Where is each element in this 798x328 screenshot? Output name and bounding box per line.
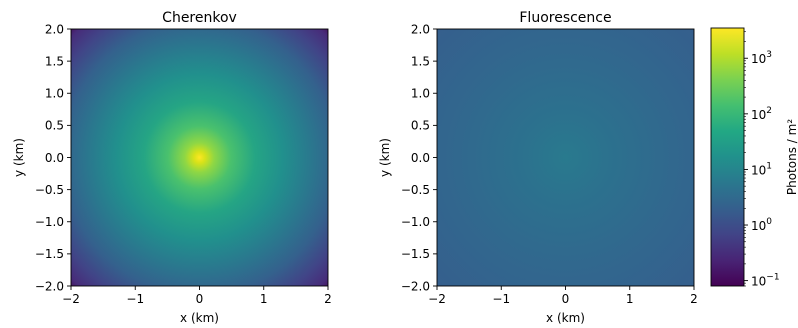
colorbar-frame bbox=[710, 27, 745, 287]
fluorescence-y-tick-label: 2.0 bbox=[411, 22, 430, 36]
fluorescence-x-tick-label: 0 bbox=[562, 292, 570, 306]
cherenkov-x-tick-label: −1 bbox=[126, 292, 144, 306]
cherenkov-y-tick-label: 0.5 bbox=[45, 119, 64, 133]
colorbar-ticks: 10−1 100 101 102 103 bbox=[744, 31, 780, 289]
cherenkov-x-ticks: −2 −1 0 1 2 bbox=[62, 286, 332, 306]
fluorescence-panel: Fluorescence x (km) y (km) −2 −1 0 1 2 2.0 1.… bbox=[378, 10, 698, 325]
colorbar-label-text: Photons / m² bbox=[785, 119, 798, 195]
fluorescence-y-tick-label: 1.0 bbox=[411, 87, 430, 101]
cherenkov-y-tick-label: −2.0 bbox=[35, 279, 64, 293]
cherenkov-y-tick-label: 2.0 bbox=[45, 22, 64, 36]
fluorescence-y-tick-label: −1.5 bbox=[401, 247, 430, 261]
cherenkov-xlabel: x (km) bbox=[180, 311, 219, 325]
fluorescence-y-tick-label: −0.5 bbox=[401, 183, 430, 197]
fluorescence-xlabel: x (km) bbox=[546, 311, 585, 325]
fluorescence-x-tick-label: −1 bbox=[492, 292, 510, 306]
cherenkov-heatmap bbox=[71, 29, 328, 286]
fluorescence-x-tick-label: −2 bbox=[428, 292, 446, 306]
cherenkov-x-tick-label: −2 bbox=[62, 292, 80, 306]
colorbar-tick-label: 10−1 bbox=[751, 273, 780, 289]
cherenkov-y-tick-label: −1.0 bbox=[35, 215, 64, 229]
fluorescence-x-tick-label: 1 bbox=[626, 292, 634, 306]
colorbar-tick-label: 100 bbox=[751, 217, 772, 233]
cherenkov-panel: Cherenkov x (km) y (km) −2 −1 0 1 2 2.0 1.5 1.… bbox=[12, 10, 332, 325]
colorbar: 10−1 100 101 102 103 Photons / m² bbox=[710, 27, 798, 289]
colorbar-tick-label: 101 bbox=[751, 161, 772, 177]
cherenkov-x-tick-label: 1 bbox=[260, 292, 268, 306]
fluorescence-y-ticks: 2.0 1.5 1.0 0.5 0.0 −0.5 −1.0 −1.5 −2.0 bbox=[401, 22, 437, 293]
cherenkov-ylabel: y (km) bbox=[12, 138, 26, 177]
fluorescence-x-tick-label: 2 bbox=[690, 292, 698, 306]
fluorescence-title: Fluorescence bbox=[519, 10, 611, 26]
cherenkov-y-tick-label: −0.5 bbox=[35, 183, 64, 197]
cherenkov-x-tick-label: 2 bbox=[324, 292, 332, 306]
cherenkov-y-tick-label: 1.5 bbox=[45, 54, 64, 68]
colorbar-label: Photons / m² bbox=[785, 119, 798, 195]
fluorescence-y-tick-label: 0.5 bbox=[411, 119, 430, 133]
cherenkov-y-tick-label: 0.0 bbox=[45, 151, 64, 165]
fluorescence-ylabel: y (km) bbox=[378, 138, 392, 177]
cherenkov-title: Cherenkov bbox=[162, 10, 237, 26]
fluorescence-y-tick-label: 1.5 bbox=[411, 54, 430, 68]
colorbar-tick-label: 102 bbox=[751, 106, 772, 122]
colorbar-gradient bbox=[711, 28, 744, 286]
colorbar-tick-label: 103 bbox=[751, 50, 772, 66]
fluorescence-y-tick-label: 0.0 bbox=[411, 151, 430, 165]
fluorescence-heatmap bbox=[437, 29, 694, 286]
cherenkov-y-ticks: 2.0 1.5 1.0 0.5 0.0 −0.5 −1.0 −1.5 −2.0 bbox=[35, 22, 71, 293]
cherenkov-y-tick-label: 1.0 bbox=[45, 87, 64, 101]
cherenkov-y-tick-label: −1.5 bbox=[35, 247, 64, 261]
fluorescence-x-ticks: −2 −1 0 1 2 bbox=[428, 286, 698, 306]
cherenkov-x-tick-label: 0 bbox=[196, 292, 204, 306]
fluorescence-y-tick-label: −2.0 bbox=[401, 279, 430, 293]
fluorescence-y-tick-label: −1.0 bbox=[401, 215, 430, 229]
